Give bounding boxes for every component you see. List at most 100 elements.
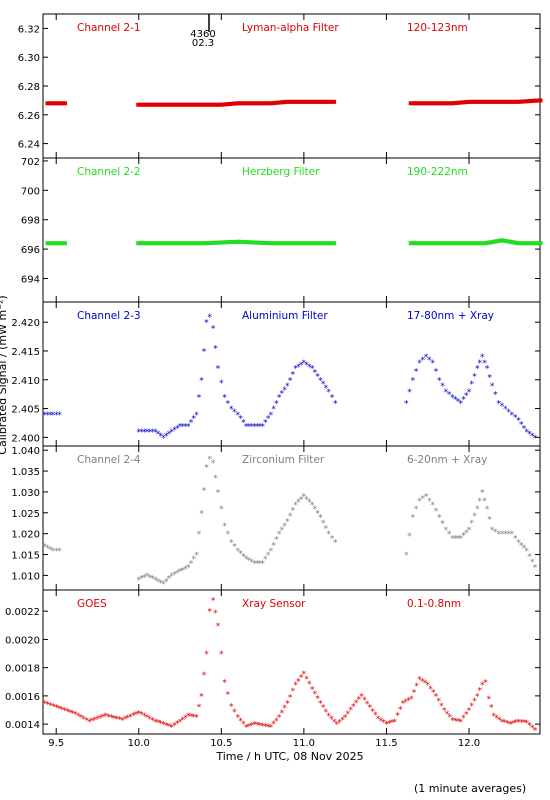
data-point: * (487, 695, 492, 705)
data-point (483, 241, 489, 246)
data-point (185, 241, 191, 246)
y-tick-label: 0.0014 (5, 720, 40, 731)
y-tick-label: 694 (21, 274, 40, 285)
y-tick-label: 696 (21, 245, 40, 256)
data-point (524, 99, 530, 104)
data-point: * (194, 411, 199, 421)
data-point: * (45, 544, 50, 554)
data-point: * (530, 724, 535, 734)
data-point: * (430, 359, 435, 369)
data-point: * (318, 513, 323, 523)
x-tick-label: 10.5 (210, 738, 232, 749)
data-point: * (318, 699, 323, 709)
y-tick-label: 0.0018 (5, 664, 40, 675)
data-point: * (216, 622, 221, 632)
data-point: * (445, 710, 450, 720)
data-point (169, 241, 175, 246)
data-point: * (453, 395, 458, 405)
data-point (309, 241, 315, 246)
data-point (325, 241, 331, 246)
data-point (463, 241, 469, 246)
data-point (191, 102, 197, 107)
data-point: * (346, 710, 351, 720)
data-point: * (453, 534, 458, 544)
data-point: * (503, 719, 508, 729)
data-point (507, 239, 513, 244)
data-point: * (513, 534, 518, 544)
panel-4: 1.010 1.015 1.020 1.025 1.030 1.035 1.040 Chann… (11, 445, 541, 591)
data-point (502, 99, 508, 104)
data-point (61, 241, 67, 246)
data-point (243, 240, 249, 245)
data-point (254, 240, 260, 245)
data-point: * (412, 689, 417, 699)
data-point: * (266, 723, 271, 733)
data-point: * (123, 715, 128, 725)
data-point: * (373, 711, 378, 721)
data-point (325, 99, 331, 104)
data-point: * (411, 376, 416, 386)
data-point: * (475, 692, 480, 702)
data-point: * (505, 720, 510, 730)
data-point (282, 241, 288, 246)
data-point: * (271, 541, 276, 551)
data-point: * (148, 715, 153, 725)
data-point: * (401, 699, 406, 709)
data-point (425, 241, 431, 246)
data-point (251, 101, 257, 106)
data-point: * (258, 559, 263, 569)
data-point: * (247, 422, 252, 432)
panel-channel-label: Channel 2-1 (77, 22, 141, 34)
data-point: * (59, 706, 64, 716)
data-point (238, 239, 244, 244)
time-marker-label: 4360 (190, 29, 215, 40)
data-point: * (236, 411, 241, 421)
data-point: * (260, 559, 265, 569)
data-point: * (186, 422, 191, 432)
y-tick-label: 1.040 (11, 446, 40, 457)
data-point: * (178, 422, 183, 432)
data-point: * (496, 530, 501, 540)
data-point: * (381, 719, 386, 729)
data-point: * (310, 365, 315, 375)
data-point: * (315, 509, 320, 519)
data-point: * (150, 575, 155, 585)
data-point: * (467, 388, 472, 398)
data-point: * (48, 411, 53, 421)
data-point: * (404, 399, 409, 409)
data-point: * (164, 432, 169, 442)
data-point: * (249, 558, 254, 568)
data-point: * (202, 486, 207, 496)
data-point (505, 239, 511, 244)
data-point (48, 101, 54, 106)
data-point: * (461, 532, 466, 542)
data-point: * (260, 722, 265, 732)
data-point (488, 99, 494, 104)
data-point: * (516, 718, 521, 728)
data-point (232, 239, 238, 244)
panel-channel-label: Channel 2-3 (77, 310, 141, 322)
data-point: * (192, 713, 197, 723)
data-point: * (244, 723, 249, 733)
data-point (438, 241, 444, 246)
data-point: * (164, 722, 169, 732)
panels-group: 6.24 6.26 6.28 6.30 6.32 Channel 2-1 Lyman-alp… (5, 13, 543, 749)
data-point: * (263, 555, 268, 565)
data-point: * (76, 712, 81, 722)
data-point (144, 102, 150, 107)
data-point: * (313, 369, 318, 379)
data-point (240, 240, 246, 244)
data-point: * (332, 718, 337, 728)
data-point: * (252, 559, 257, 569)
data-point: * (51, 411, 56, 421)
data-point: * (280, 390, 285, 400)
data-point: * (247, 557, 252, 567)
y-tick-label: 6.28 (18, 82, 40, 93)
data-point: * (357, 696, 362, 706)
data-point: * (222, 394, 227, 404)
data-point: * (330, 394, 335, 404)
data-point (306, 99, 312, 104)
data-point: * (204, 650, 209, 660)
panel-filter-label: Zirconium Filter (242, 454, 325, 466)
